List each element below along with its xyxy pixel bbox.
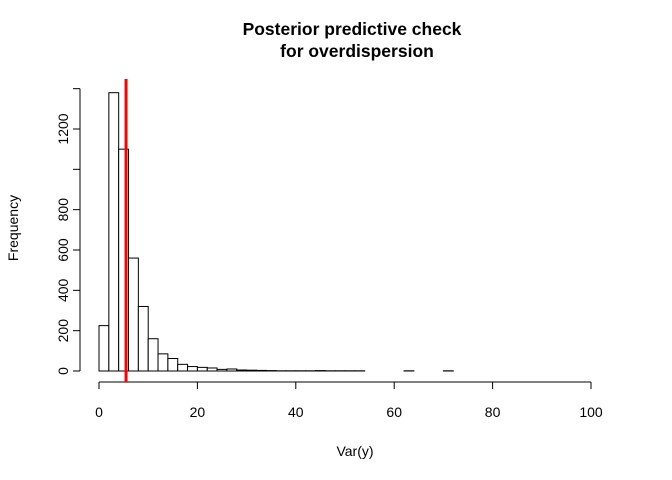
y-tick-label: 800 [55,198,71,222]
x-tick-label: 80 [485,404,501,420]
y-tick-label: 0 [55,367,71,375]
histogram-bars [98,92,454,372]
histogram-bar [196,366,208,372]
histogram-bar [177,363,189,372]
y-tick-label: 400 [55,278,71,302]
x-tick-label: 0 [95,404,103,420]
x-tick-label: 100 [579,404,603,420]
x-tick-label: 20 [190,404,206,420]
x-tick-label: 60 [386,404,402,420]
histogram-bar [187,366,198,372]
histogram-bar [167,357,179,372]
x-tick-label: 40 [288,404,304,420]
histogram-bar [108,92,120,372]
y-tick-label: 600 [55,238,71,262]
histogram-bar [216,368,228,372]
histogram-bar [255,369,267,372]
x-axis: 0 20 40 60 80 100 [95,381,603,420]
histogram-bar [236,369,248,372]
histogram-bar [206,367,218,372]
y-tick-label: 200 [55,319,71,343]
chart-title-line-2: for overdispersion [280,41,434,61]
histogram-bar [226,368,238,372]
histogram-bar [128,257,139,372]
y-axis-label: Frequency [5,195,21,261]
x-axis-label: Var(y) [336,443,373,459]
histogram-bar [137,305,149,372]
histogram-bar [98,325,110,372]
chart-title-line-1: Posterior predictive check [243,19,462,39]
y-tick-label: 1200 [55,113,71,144]
histogram-bar [147,338,159,372]
y-axis: 0 200 400 600 800 1200 [55,88,81,375]
histogram-bar [157,353,169,372]
histogram-bar [246,369,257,372]
